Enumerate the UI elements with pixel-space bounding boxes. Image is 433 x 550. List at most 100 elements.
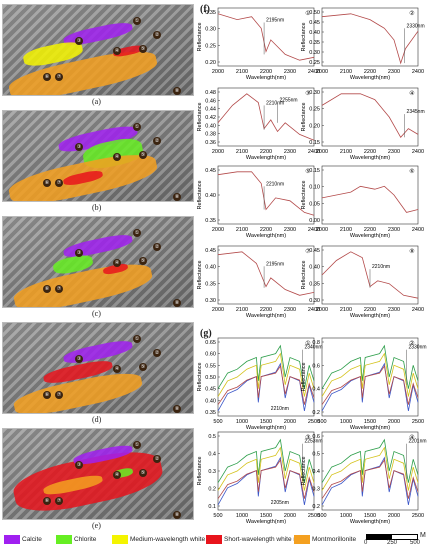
annotation-label: 2195nm	[266, 261, 284, 267]
sample-point: ⑤	[139, 45, 147, 53]
sample-point: ⑤	[139, 363, 147, 371]
annotation-label: 2330nm	[408, 345, 426, 351]
map-label: (d)	[92, 415, 102, 424]
x-tick-label: 1000	[340, 419, 352, 425]
y-tick-label: 0.45	[309, 20, 320, 26]
y-tick-label: 0.35	[205, 410, 216, 416]
x-tick-label: 500	[317, 419, 326, 425]
annotation-label: 2205nm	[271, 500, 289, 506]
y-tick-label: 0.05	[309, 201, 320, 207]
x-axis-label: Wavelength(nm)	[350, 155, 390, 161]
spectrum-curve	[321, 93, 419, 138]
legend-label-calcite: Calcite	[22, 536, 42, 543]
x-tick-label: 2300	[284, 307, 296, 313]
y-tick-label: 0.2	[312, 410, 320, 416]
x-tick-label: 2200	[364, 69, 376, 75]
plot-frame	[217, 165, 315, 225]
y-tick-label: 0.20	[309, 123, 320, 129]
sample-point: ⑦	[55, 73, 63, 81]
scale-unit: M	[420, 532, 426, 539]
x-tick-label: 2500	[412, 513, 424, 519]
y-tick-label: 0.35	[309, 281, 320, 287]
x-tick-label: 2200	[260, 149, 272, 155]
x-tick-label: 2000	[316, 69, 328, 75]
y-axis-label: Reflectance	[301, 456, 307, 485]
sample-point: ⑥	[43, 285, 51, 293]
y-tick-label: 0.30	[309, 90, 320, 96]
x-tick-label: 1500	[260, 419, 272, 425]
x-tick-label: 500	[213, 419, 222, 425]
spectrum-curve	[217, 251, 315, 296]
x-tick-label: 2100	[340, 307, 352, 313]
y-tick-label: 0.30	[205, 27, 216, 33]
y-tick-label: 0.15	[309, 168, 320, 174]
x-tick-label: 2200	[364, 227, 376, 233]
y-axis-label: Reflectance	[197, 260, 203, 289]
sample-point: ④	[113, 153, 121, 161]
sample-point: ②	[153, 349, 161, 357]
y-tick-label: 0.48	[205, 90, 216, 96]
spectrum-curve	[321, 352, 419, 397]
y-tick-label: 0.30	[205, 298, 216, 304]
sample-point: ③	[75, 143, 83, 151]
y-tick-label: 0.35	[205, 10, 216, 16]
legend-swatch-mwwm	[112, 535, 128, 544]
y-tick-label: 0.25	[309, 60, 320, 66]
plot-number: ②	[409, 10, 414, 17]
spectrum-curve	[217, 456, 315, 506]
spectrum-curve	[217, 13, 315, 61]
map-label: (b)	[92, 203, 102, 212]
y-tick-label: 0.35	[205, 281, 216, 287]
x-tick-label: 2100	[236, 227, 248, 233]
y-axis-label: Reflectance	[197, 180, 203, 209]
x-axis-label: Wavelength(nm)	[246, 155, 286, 161]
x-tick-label: 2100	[236, 69, 248, 75]
plot-frame	[321, 431, 419, 511]
y-tick-label: 0.5	[312, 452, 320, 458]
plot-frame	[217, 7, 315, 67]
spectrum-curve	[217, 93, 315, 141]
x-axis-label: Wavelength(nm)	[350, 519, 390, 525]
sample-point: ①	[133, 229, 141, 237]
plot-frame	[321, 7, 419, 67]
spectrum-curve	[217, 365, 315, 405]
annotation-label: 2255nm	[280, 98, 298, 104]
annotation-label: 2345nm	[407, 109, 425, 115]
annotation-label: 2195nm	[266, 18, 284, 24]
x-tick-label: 2200	[364, 307, 376, 313]
y-tick-label: 0.15	[309, 140, 320, 146]
y-tick-label: 0.36	[205, 140, 216, 146]
y-tick-label: 0.30	[309, 298, 320, 304]
x-tick-label: 2400	[308, 307, 320, 313]
sample-point: ⑧	[173, 87, 181, 95]
sample-point: ④	[113, 47, 121, 55]
spectrum-curve	[217, 362, 315, 412]
plot-number: ④	[409, 434, 414, 441]
x-tick-label: 2400	[308, 69, 320, 75]
spectrum-curve	[217, 446, 315, 491]
annotation-label: 2340nm	[304, 345, 322, 351]
plot-number: ⑥	[409, 168, 414, 175]
y-tick-label: 0.40	[309, 265, 320, 271]
spectrum-curve	[321, 344, 419, 389]
y-tick-label: 0.25	[205, 43, 216, 49]
x-tick-label: 2300	[388, 149, 400, 155]
legend-swatch-montmorillonite	[294, 535, 310, 544]
x-tick-label: 2000	[284, 419, 296, 425]
sample-point: ②	[153, 137, 161, 145]
plot-frame	[217, 431, 315, 511]
sample-point: ④	[113, 471, 121, 479]
y-tick-label: 0.40	[205, 265, 216, 271]
y-tick-label: 0.2	[312, 504, 320, 510]
y-axis-label: Reflectance	[197, 456, 203, 485]
plot-number: ③	[305, 434, 310, 441]
spectrum-curve	[321, 456, 419, 506]
plot-frame	[217, 245, 315, 305]
scale-tick: 0	[364, 540, 368, 546]
x-tick-label: 2100	[236, 149, 248, 155]
x-tick-label: 2400	[308, 149, 320, 155]
y-tick-label: 0.2	[208, 487, 216, 493]
y-axis-label: Reflectance	[301, 362, 307, 391]
